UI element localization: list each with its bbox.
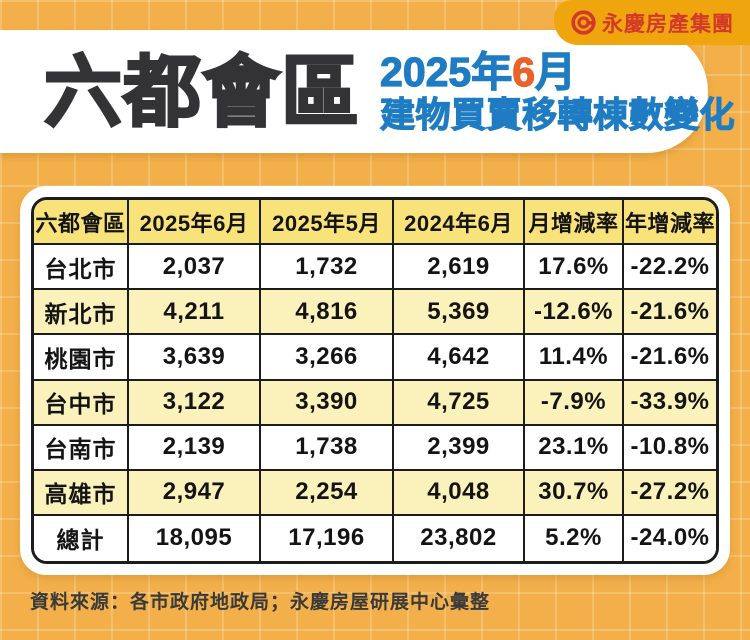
row-label: 新北市 [34, 290, 129, 336]
table-card: 六都會區 2025年6月 2025年5月 2024年6月 月增減率 年增減率 台… [20, 186, 730, 575]
subtitle-month-suffix: 月 [534, 49, 577, 96]
table-header-cell: 月增減率 [525, 200, 624, 246]
brand-badge: 永慶房產集團 [554, 0, 750, 45]
table-cell: 5,369 [394, 290, 525, 336]
page-title: 六都會區 [43, 47, 361, 136]
table-header-cell: 年增減率 [624, 200, 716, 246]
table-cell: 1,732 [261, 245, 394, 291]
row-label: 台南市 [34, 425, 129, 471]
table-cell: -21.6% [624, 335, 716, 381]
table-cell: 4,211 [129, 290, 261, 336]
table-cell: -7.9% [525, 380, 624, 426]
header-card: 六都會區 2025年6月 建物買賣移轉棟數變化 [0, 30, 735, 153]
row-label: 台北市 [34, 245, 129, 291]
subtitle-month-number: 6 [512, 49, 536, 96]
table-cell: -21.6% [624, 290, 716, 336]
row-label: 桃園市 [34, 335, 129, 381]
data-table: 六都會區 2025年6月 2025年5月 2024年6月 月增減率 年增減率 台… [31, 197, 719, 564]
table-cell: 5.2% [525, 515, 624, 561]
table-header-cell: 2024年6月 [394, 200, 525, 246]
table-cell: -10.8% [624, 425, 716, 471]
table-cell: 2,399 [394, 425, 525, 471]
table-cell: 30.7% [525, 470, 624, 516]
table-cell: 17.6% [525, 245, 624, 291]
table-cell: 18,095 [129, 515, 261, 561]
table-header-cell: 2025年5月 [261, 200, 394, 246]
table-cell: 2,619 [394, 245, 525, 291]
brand-name: 永慶房產集團 [602, 12, 734, 36]
table-cell: -27.2% [624, 470, 716, 516]
row-label: 高雄市 [34, 470, 129, 516]
table-cell: 4,642 [394, 335, 525, 381]
table-cell: -12.6% [525, 290, 624, 336]
table-cell: 4,725 [394, 380, 525, 426]
subtitle-line1: 2025年6月 [379, 49, 735, 96]
table-cell: -33.9% [624, 380, 716, 426]
table-cell: 4,048 [394, 470, 525, 516]
table-cell: 23.1% [525, 425, 624, 471]
table-cell: 1,738 [261, 425, 394, 471]
table-cell: 2,037 [129, 245, 261, 291]
data-source-note: 資料來源：各市政府地政局；永慶房屋研展中心彙整 [30, 592, 491, 613]
page-subtitle: 2025年6月 建物買賣移轉棟數變化 [379, 49, 736, 136]
table-header-cell: 2025年6月 [129, 200, 261, 246]
table-cell: 3,639 [129, 335, 261, 381]
table-cell: 23,802 [394, 515, 525, 561]
yungching-circle-icon [571, 10, 596, 35]
row-label: 台中市 [34, 380, 129, 426]
table-cell: 2,254 [261, 470, 394, 516]
row-label: 總計 [34, 515, 129, 561]
table-cell: 3,266 [261, 335, 394, 381]
table-cell: 17,196 [261, 515, 394, 561]
subtitle-line2: 建物買賣移轉棟數變化 [379, 95, 736, 135]
table-cell: 2,947 [129, 470, 261, 516]
table-cell: 4,816 [261, 290, 394, 336]
table-cell: 11.4% [525, 335, 624, 381]
table-cell: -22.2% [624, 245, 716, 291]
table-cell: 2,139 [129, 425, 261, 471]
subtitle-year: 2025年 [379, 49, 513, 96]
table-header-cell: 六都會區 [34, 200, 129, 246]
table-cell: -24.0% [624, 515, 716, 561]
table-cell: 3,390 [261, 380, 394, 426]
table-cell: 3,122 [129, 380, 261, 426]
